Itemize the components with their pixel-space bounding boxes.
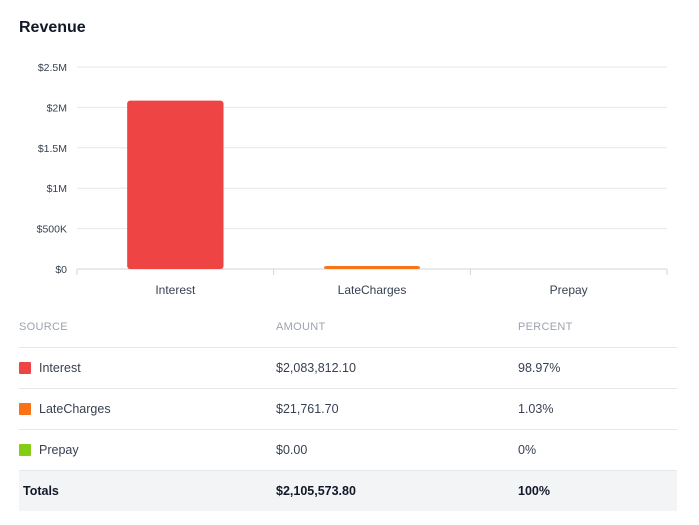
row-source: LateCharges	[39, 402, 111, 416]
row-percent: 0%	[518, 443, 537, 457]
revenue-bar-chart: $0 $500K $1M $1.5M $2M $2.5M Interest LateCharg…	[37, 62, 668, 297]
row-source: Interest	[39, 361, 81, 375]
table-row: Interest $2,083,812.10 98.97%	[19, 348, 677, 389]
row-amount: $21,761.70	[276, 402, 339, 416]
bar-latecharges	[323, 266, 421, 269]
header-percent: PERCENT	[518, 321, 573, 333]
table-header: SOURCE AMOUNT PERCENT	[19, 307, 677, 348]
x-tick-label: Prepay	[550, 283, 588, 297]
legend-swatch-interest	[19, 362, 31, 374]
totals-percent: 100%	[518, 484, 550, 498]
y-tick-label: $1.5M	[38, 143, 67, 155]
totals-row: Totals $2,105,573.80 100%	[19, 471, 677, 511]
bar-interest	[127, 100, 224, 269]
y-tick-label: $2.5M	[38, 62, 67, 74]
row-percent: 1.03%	[518, 402, 554, 416]
x-tick-label: Interest	[155, 283, 196, 297]
row-percent: 98.97%	[518, 361, 561, 375]
row-amount: $0.00	[276, 443, 308, 457]
header-source: SOURCE	[19, 321, 68, 333]
card-title: Revenue	[19, 19, 86, 36]
table-row: LateCharges $21,761.70 1.03%	[19, 389, 677, 430]
y-tick-label: $1M	[47, 183, 67, 195]
legend-swatch-prepay	[19, 444, 31, 456]
table-row: Prepay $0.00 0%	[19, 430, 677, 471]
y-tick-label: $0	[55, 264, 67, 276]
y-tick-label: $2M	[47, 102, 67, 114]
revenue-table: SOURCE AMOUNT PERCENT Interest $2,083,81…	[19, 307, 677, 511]
row-source: Prepay	[39, 443, 79, 457]
x-tick-label: LateCharges	[338, 283, 407, 297]
row-amount: $2,083,812.10	[276, 361, 356, 375]
legend-swatch-latecharges	[19, 403, 31, 415]
header-amount: AMOUNT	[276, 321, 326, 333]
y-tick-label: $500K	[37, 224, 67, 236]
totals-label: Totals	[23, 484, 59, 498]
totals-amount: $2,105,573.80	[276, 484, 356, 498]
